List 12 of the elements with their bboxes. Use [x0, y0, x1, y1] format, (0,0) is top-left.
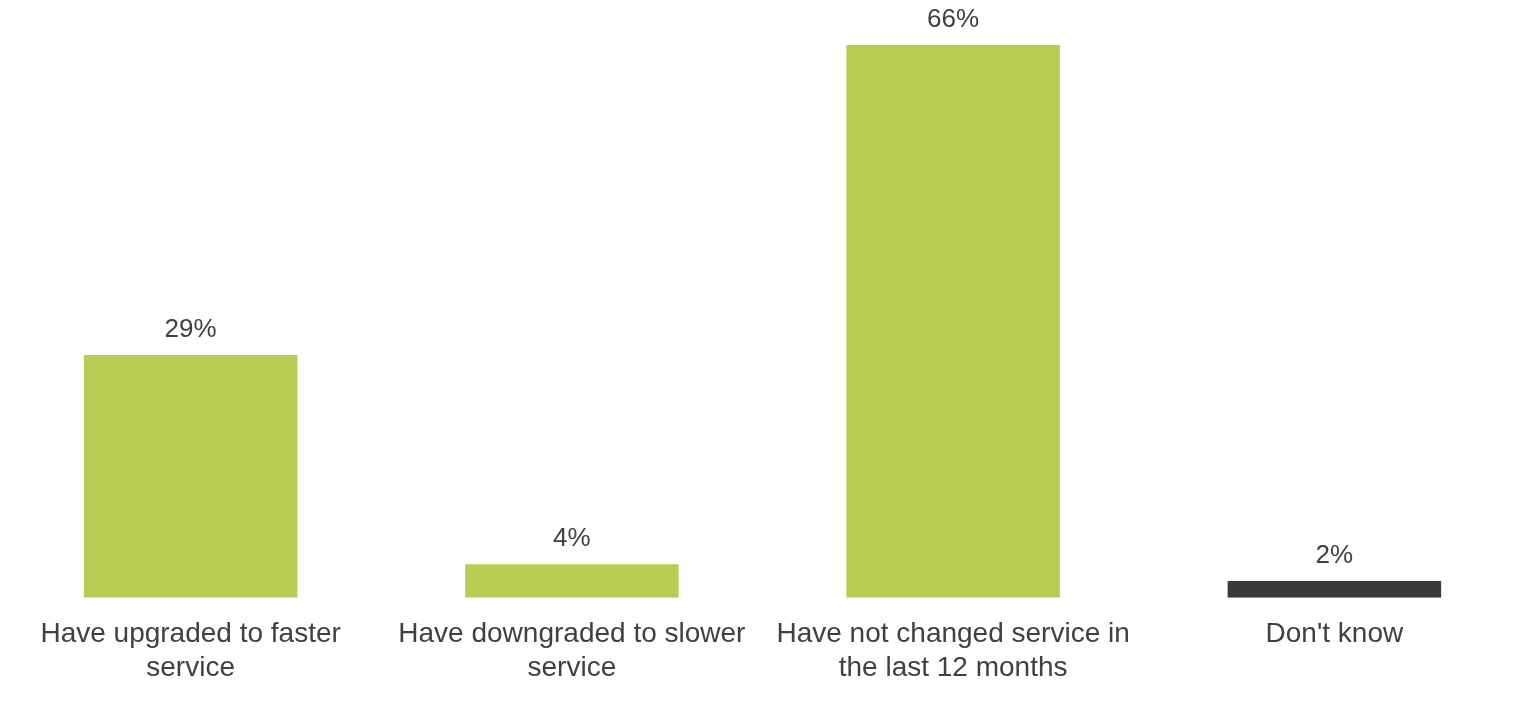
- bar: [83, 354, 298, 598]
- x-tick-label: Have not changed service in the last 12 months: [776, 617, 1130, 682]
- x-tick-label: Have downgraded to slower service: [398, 617, 746, 682]
- bar: [846, 45, 1060, 598]
- data-label: 66%: [927, 3, 980, 34]
- bar: [465, 564, 679, 598]
- x-tick-label: Have upgraded to faster service: [40, 617, 341, 682]
- data-label: 2%: [1315, 539, 1354, 570]
- x-tick-label: Don't know: [1265, 617, 1404, 649]
- data-label: 4%: [553, 522, 591, 553]
- bar: [1227, 581, 1442, 598]
- data-label: 29%: [164, 313, 217, 344]
